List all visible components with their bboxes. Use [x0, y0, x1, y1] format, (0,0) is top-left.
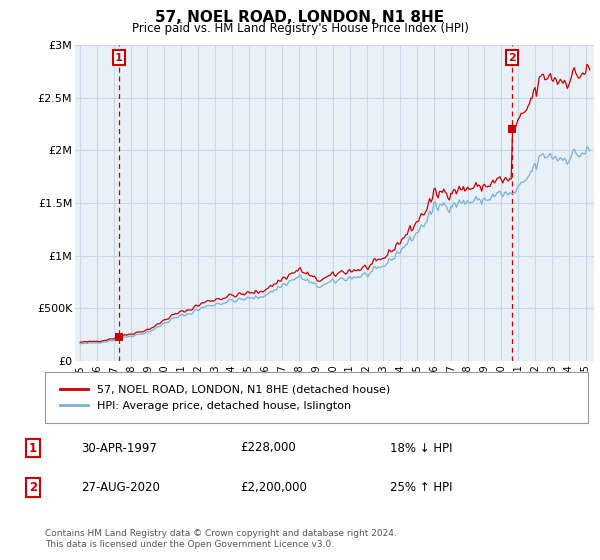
Text: 27-AUG-2020: 27-AUG-2020	[81, 480, 160, 494]
Text: 25% ↑ HPI: 25% ↑ HPI	[390, 480, 452, 494]
Text: 1: 1	[115, 53, 122, 63]
Text: £228,000: £228,000	[240, 441, 296, 455]
Text: 18% ↓ HPI: 18% ↓ HPI	[390, 441, 452, 455]
Legend: 57, NOEL ROAD, LONDON, N1 8HE (detached house), HPI: Average price, detached hou: 57, NOEL ROAD, LONDON, N1 8HE (detached …	[56, 380, 395, 415]
Text: 2: 2	[508, 53, 515, 63]
Text: Price paid vs. HM Land Registry's House Price Index (HPI): Price paid vs. HM Land Registry's House …	[131, 22, 469, 35]
Text: 57, NOEL ROAD, LONDON, N1 8HE: 57, NOEL ROAD, LONDON, N1 8HE	[155, 10, 445, 25]
Text: 30-APR-1997: 30-APR-1997	[81, 441, 157, 455]
Text: Contains HM Land Registry data © Crown copyright and database right 2024.
This d: Contains HM Land Registry data © Crown c…	[45, 529, 397, 549]
Text: £2,200,000: £2,200,000	[240, 480, 307, 494]
Text: 2: 2	[29, 480, 37, 494]
Text: 1: 1	[29, 441, 37, 455]
